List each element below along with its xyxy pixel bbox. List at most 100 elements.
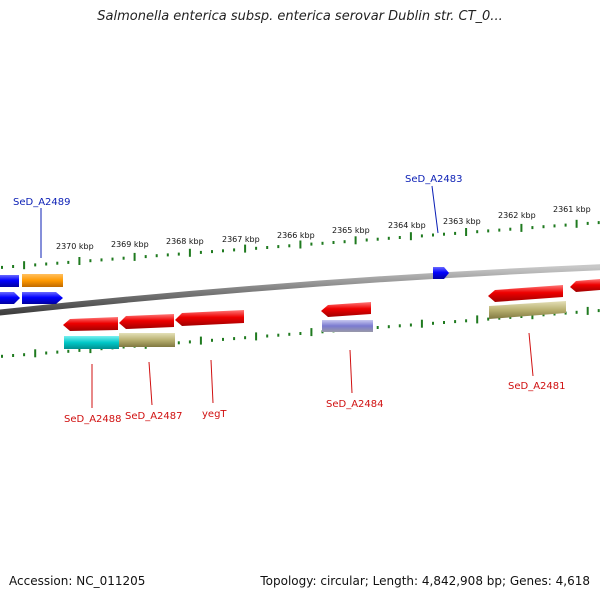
major-tick [520, 223, 523, 232]
minor-tick [376, 326, 379, 329]
gene-label-sed-a2488[interactable]: SeD_A2488 [64, 414, 122, 425]
major-tick [78, 257, 81, 265]
minor-tick [575, 310, 578, 314]
forward-strand-features[interactable] [0, 267, 449, 304]
minor-tick [277, 245, 280, 249]
minor-tick [432, 321, 434, 325]
kbp-label: 2369 kbp [111, 240, 149, 249]
kbp-label: 2367 kbp [222, 235, 260, 244]
minor-tick [487, 317, 490, 321]
kbp-label: 2366 kbp [277, 231, 315, 240]
minor-tick [553, 312, 556, 316]
leader-line [349, 349, 353, 394]
gene-feature-sed-a2481[interactable] [488, 285, 563, 302]
gene-feature-sed-a2483[interactable] [433, 267, 449, 279]
gene-label-yegt[interactable]: yegT [202, 409, 227, 420]
gene-feature-yegt[interactable] [175, 310, 244, 326]
major-tick [420, 319, 423, 328]
label-leaders [40, 185, 534, 408]
kbp-label: 2363 kbp [443, 217, 481, 226]
minor-tick [443, 232, 445, 236]
major-tick [34, 349, 37, 358]
minor-tick [432, 233, 434, 237]
minor-tick [122, 256, 125, 260]
major-tick [586, 306, 589, 315]
gene-label-sed-a2484[interactable]: SeD_A2484 [326, 399, 384, 410]
minor-tick [498, 228, 501, 232]
gene-feature-sed-a2484[interactable] [321, 302, 371, 317]
cds-feature[interactable] [119, 333, 175, 347]
major-tick [133, 252, 136, 261]
minor-tick [188, 340, 191, 344]
minor-tick [45, 351, 48, 355]
cds-feature[interactable] [64, 336, 119, 349]
minor-tick [597, 309, 600, 313]
minor-tick [155, 254, 158, 258]
minor-tick [564, 223, 567, 227]
gene-feature[interactable] [0, 292, 20, 304]
minor-tick [266, 246, 269, 249]
kbp-labels: 2370 kbp 2369 kbp 2368 kbp 2367 kbp 2366… [56, 205, 591, 251]
minor-tick [111, 257, 114, 261]
minor-tick [45, 262, 48, 266]
minor-tick [233, 248, 236, 252]
minor-tick [310, 242, 313, 246]
minor-tick [255, 246, 258, 250]
leader-line [148, 361, 153, 406]
gene-feature[interactable] [0, 275, 19, 287]
minor-tick [78, 348, 81, 352]
gene-labels[interactable]: SeD_A2489 SeD_A2483 SeD_A2488 SeD_A2487 … [13, 174, 566, 425]
minor-tick [34, 263, 37, 267]
minor-tick [266, 334, 269, 338]
major-tick [575, 219, 578, 228]
gene-feature[interactable] [22, 274, 63, 287]
minor-tick [56, 350, 59, 354]
minor-tick [100, 258, 103, 262]
minor-tick [12, 265, 15, 268]
minor-tick [553, 224, 556, 228]
minor-tick [222, 337, 224, 341]
major-tick [409, 232, 412, 241]
kbp-label: 2364 kbp [388, 221, 426, 230]
minor-tick [564, 311, 567, 315]
reverse-strand-features[interactable] [63, 279, 600, 349]
minor-tick [531, 226, 534, 230]
minor-tick [177, 252, 180, 256]
gene-feature-sed-a2488[interactable] [63, 317, 118, 331]
minor-tick [387, 236, 390, 240]
gene-feature-sed-a2489[interactable] [22, 292, 63, 304]
major-tick [476, 315, 479, 324]
minor-tick [222, 249, 224, 253]
outer-tick-ring [1, 219, 600, 270]
minor-tick [520, 315, 523, 318]
kbp-label: 2368 kbp [166, 237, 204, 246]
gene-label-sed-a2489[interactable]: SeD_A2489 [13, 197, 71, 208]
minor-tick [1, 265, 3, 269]
leader-line [528, 332, 534, 377]
gene-label-sed-a2487[interactable]: SeD_A2487 [125, 411, 183, 422]
minor-tick [343, 240, 346, 244]
gene-feature[interactable] [570, 279, 600, 292]
minor-tick [299, 332, 302, 335]
minor-tick [398, 236, 401, 239]
kbp-label: 2370 kbp [56, 242, 94, 251]
cds-feature[interactable] [322, 320, 373, 332]
minor-tick [67, 260, 70, 264]
minor-tick [89, 259, 92, 263]
leader-line [431, 185, 439, 234]
gene-label-sed-a2481[interactable]: SeD_A2481 [508, 381, 566, 392]
leader-line [210, 359, 214, 404]
gene-label-sed-a2483[interactable]: SeD_A2483 [405, 174, 463, 185]
gene-feature-sed-a2487[interactable] [119, 314, 174, 329]
minor-tick [398, 324, 401, 328]
kbp-label: 2361 kbp [553, 205, 591, 214]
minor-tick [211, 338, 213, 342]
minor-tick [387, 325, 390, 329]
minor-tick [409, 323, 412, 327]
minor-tick [454, 320, 457, 324]
minor-tick [542, 225, 545, 229]
cds-feature[interactable] [489, 301, 566, 319]
minor-tick [211, 250, 213, 254]
major-tick [354, 236, 357, 245]
